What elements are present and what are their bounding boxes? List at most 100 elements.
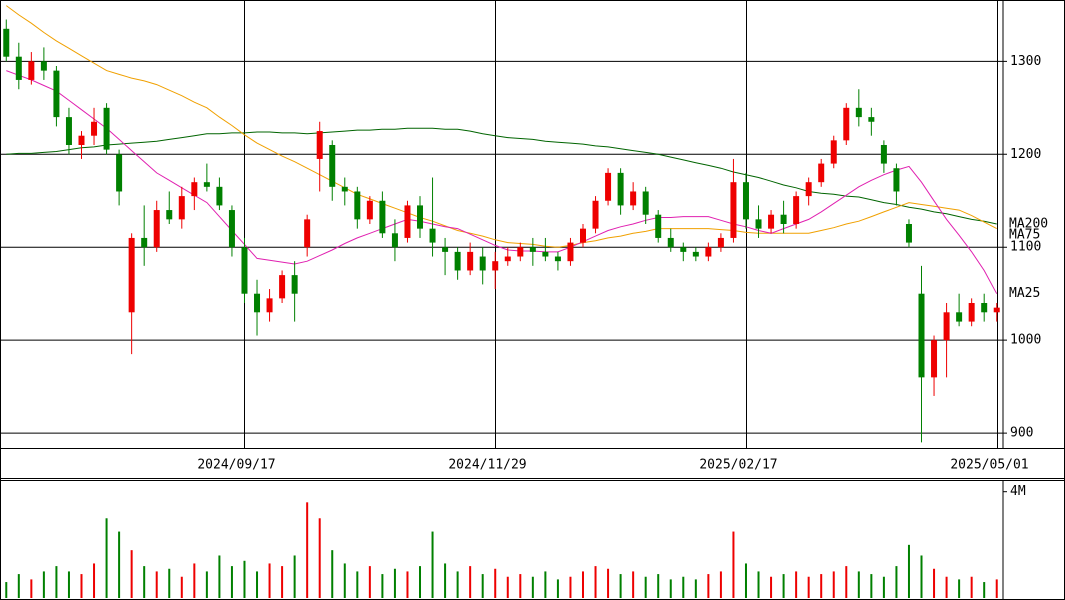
candle-body bbox=[642, 191, 649, 215]
x-tick-label: 2024/09/17 bbox=[197, 458, 275, 473]
y-tick-label: 1000 bbox=[1010, 333, 1041, 348]
candle-body bbox=[680, 247, 687, 252]
y-tick-label: 900 bbox=[1010, 426, 1033, 441]
volume-bar bbox=[419, 566, 422, 598]
candle-body bbox=[341, 186, 348, 192]
volume-bar bbox=[933, 568, 936, 598]
candle-body bbox=[981, 303, 988, 313]
candle-body bbox=[868, 117, 875, 122]
candle-body bbox=[53, 70, 60, 118]
candle-body bbox=[905, 224, 912, 243]
volume-bar bbox=[694, 579, 697, 598]
volume-bar bbox=[67, 571, 70, 598]
candle-body bbox=[241, 247, 248, 294]
volume-bar bbox=[770, 576, 773, 598]
volume-bar bbox=[431, 531, 434, 598]
candle-body bbox=[630, 191, 637, 206]
candle-body bbox=[742, 182, 749, 220]
volume-bar bbox=[168, 568, 171, 598]
candle-body bbox=[893, 168, 900, 192]
candle-body bbox=[830, 140, 837, 164]
candle-body bbox=[429, 228, 436, 243]
volume-bar bbox=[882, 576, 885, 598]
volume-bar bbox=[832, 571, 835, 598]
candle-body bbox=[567, 242, 574, 262]
candle-body bbox=[304, 219, 311, 248]
candle-body bbox=[730, 182, 737, 238]
candle-body bbox=[28, 61, 35, 80]
volume-bar bbox=[17, 574, 20, 598]
candle-body bbox=[116, 154, 123, 192]
volume-bar bbox=[80, 574, 83, 598]
volume-bar bbox=[682, 576, 685, 598]
volume-bar bbox=[393, 568, 396, 598]
y-tick-label: 4M bbox=[1010, 484, 1026, 499]
y-tick-label: 1200 bbox=[1010, 147, 1041, 162]
volume-bar bbox=[820, 574, 823, 598]
candle-body bbox=[153, 210, 160, 248]
volume-bar bbox=[857, 571, 860, 598]
legend-label: MA25 bbox=[1009, 286, 1040, 301]
candle-body bbox=[780, 214, 787, 224]
volume-bar bbox=[795, 571, 798, 598]
y-tick-label: 1100 bbox=[1010, 240, 1041, 255]
volume-bar bbox=[180, 576, 183, 598]
candle-body bbox=[417, 205, 424, 229]
volume-bar bbox=[782, 574, 785, 598]
volume-bar bbox=[970, 576, 973, 598]
volume-bar bbox=[5, 582, 8, 598]
candle-body bbox=[128, 237, 135, 313]
candle-body bbox=[956, 312, 963, 322]
candle-body bbox=[617, 172, 624, 206]
candle-body bbox=[667, 237, 674, 248]
volume-bar bbox=[456, 571, 459, 598]
candle-body bbox=[291, 275, 298, 294]
volume-bar bbox=[306, 502, 309, 598]
candle-body bbox=[529, 247, 536, 252]
volume-bar bbox=[870, 574, 873, 598]
volume-bar bbox=[581, 571, 584, 598]
volume-bar bbox=[494, 568, 497, 598]
volume-bar bbox=[556, 579, 559, 598]
volume-bar bbox=[907, 544, 910, 598]
volume-bar bbox=[155, 571, 158, 598]
volume-bar bbox=[318, 518, 321, 598]
volume-bar bbox=[995, 579, 998, 598]
candle-body bbox=[793, 196, 800, 224]
volume-bar bbox=[481, 574, 484, 598]
candle-body bbox=[329, 144, 336, 187]
candle-body bbox=[517, 247, 524, 257]
candle-body bbox=[454, 251, 461, 271]
volume-bar bbox=[343, 563, 346, 598]
candle-body bbox=[467, 251, 474, 271]
volume-bar bbox=[256, 571, 259, 598]
candle-body bbox=[442, 247, 449, 252]
volume-bar bbox=[594, 566, 597, 598]
moving-average-line bbox=[6, 5, 997, 248]
candle-body bbox=[3, 28, 10, 57]
candle-body bbox=[216, 186, 223, 206]
candle-body bbox=[880, 144, 887, 164]
candle-body bbox=[542, 251, 549, 257]
candle-body bbox=[855, 107, 862, 118]
volume-bar bbox=[644, 576, 647, 598]
candle-body bbox=[943, 312, 950, 341]
candle-body bbox=[554, 256, 561, 262]
candle-body bbox=[931, 340, 938, 378]
candle-body bbox=[391, 233, 398, 248]
candle-body bbox=[993, 307, 1000, 313]
volume-bar bbox=[93, 563, 96, 598]
candle-body bbox=[592, 200, 599, 229]
candle-body bbox=[266, 298, 273, 313]
candle-body bbox=[178, 196, 185, 220]
volume-bar bbox=[895, 566, 898, 598]
candle-body bbox=[166, 210, 173, 220]
moving-average-line bbox=[6, 127, 997, 225]
volume-bar bbox=[268, 563, 271, 598]
volume-bar bbox=[983, 582, 986, 598]
candle-body bbox=[492, 261, 499, 271]
candle-body bbox=[141, 237, 148, 248]
volume-bar bbox=[55, 566, 58, 598]
